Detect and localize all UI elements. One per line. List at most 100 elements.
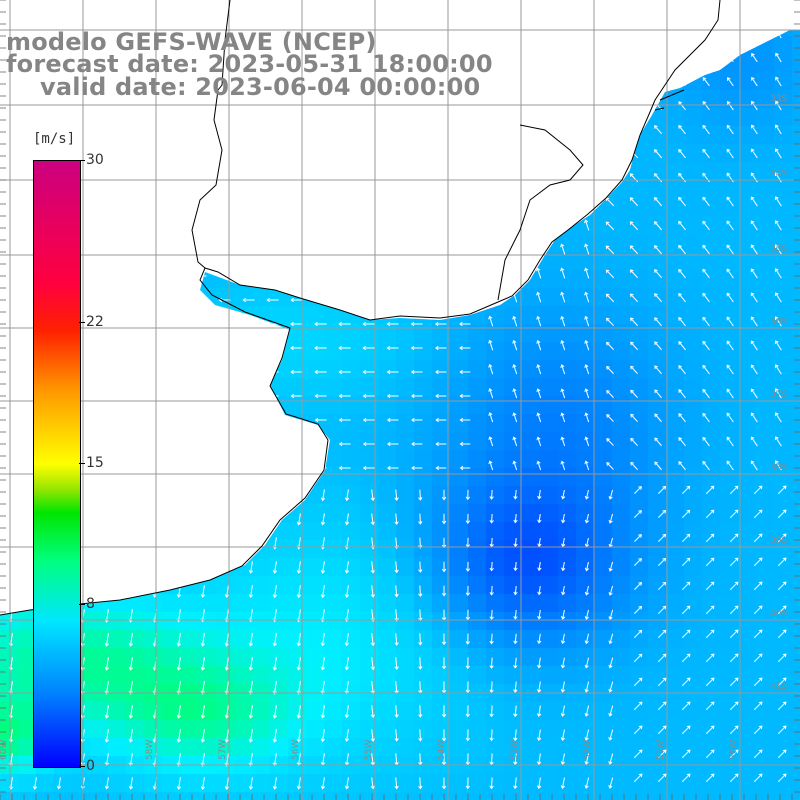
speed-cell <box>288 378 307 397</box>
speed-cell <box>612 612 631 631</box>
speed-cell <box>792 306 800 325</box>
speed-cell <box>270 558 289 577</box>
wind-arrow <box>726 388 734 399</box>
speed-cell <box>630 522 649 541</box>
wind-arrow <box>702 436 710 447</box>
wind-arrow <box>751 100 758 111</box>
speed-cell <box>630 486 649 505</box>
speed-cell <box>108 630 127 649</box>
colorbar-tick-mark <box>79 766 85 767</box>
speed-cell <box>306 306 325 325</box>
speed-cell <box>558 612 577 631</box>
speed-cell <box>576 450 595 469</box>
speed-cell <box>792 522 800 541</box>
wind-arrow <box>176 752 181 767</box>
speed-cell <box>126 666 145 685</box>
wind-arrow <box>605 317 614 327</box>
wind-arrow <box>775 100 782 111</box>
speed-cell <box>450 594 469 613</box>
speed-cell <box>324 486 343 505</box>
speed-cell <box>774 324 793 343</box>
speed-cell <box>720 594 739 613</box>
wind-arrow <box>459 393 471 399</box>
wind-arrow <box>584 705 590 717</box>
speed-cell <box>324 522 343 541</box>
speed-cell <box>792 162 800 181</box>
colorbar-tick-mark <box>79 160 85 161</box>
wind-arrow <box>630 389 638 399</box>
speed-cell <box>270 666 289 685</box>
speed-cell <box>414 738 433 757</box>
speed-cell <box>522 378 541 397</box>
speed-cell <box>342 774 361 793</box>
speed-cell <box>522 594 541 613</box>
speed-cell <box>324 720 343 739</box>
speed-cell <box>378 720 397 739</box>
speed-cell <box>216 288 235 307</box>
wind-arrow <box>584 561 590 572</box>
speed-cell <box>702 486 721 505</box>
coastline <box>0 0 721 616</box>
speed-cell <box>648 396 667 415</box>
speed-cell <box>756 108 775 127</box>
speed-cell <box>648 252 667 271</box>
wind-arrow <box>726 220 734 231</box>
speed-cell <box>720 450 739 469</box>
wind-arrow <box>560 705 565 717</box>
speed-cell <box>720 666 739 685</box>
speed-cell <box>612 666 631 685</box>
speed-cell <box>738 414 757 433</box>
speed-cell <box>378 774 397 793</box>
speed-cell <box>648 450 667 469</box>
speed-cell <box>432 342 451 361</box>
speed-cell <box>756 90 775 109</box>
wind-arrow <box>702 364 710 375</box>
wind-arrow <box>729 677 739 687</box>
wind-arrow <box>750 460 758 471</box>
speed-cell <box>648 126 667 145</box>
speed-cell <box>360 432 379 451</box>
speed-cell <box>774 108 793 127</box>
speed-cell <box>540 666 559 685</box>
speed-cell <box>126 648 145 667</box>
speed-cell <box>504 720 523 739</box>
wind-arrow <box>441 585 447 597</box>
speed-cell <box>684 324 703 343</box>
speed-cell <box>468 414 487 433</box>
speed-cell <box>756 432 775 451</box>
speed-cell <box>252 288 271 307</box>
speed-cell <box>216 666 235 685</box>
wind-arrow <box>608 657 614 669</box>
wind-arrow <box>418 633 423 646</box>
speed-cell <box>576 774 595 793</box>
speed-cell <box>432 432 451 451</box>
speed-cell <box>468 342 487 361</box>
speed-cell <box>558 792 577 800</box>
wind-arrow <box>104 656 109 671</box>
wind-arrow <box>774 268 782 279</box>
wind-arrow <box>489 657 494 669</box>
speed-cell <box>792 738 800 757</box>
speed-cell <box>756 504 775 523</box>
speed-cell <box>576 252 595 271</box>
speed-cell <box>306 702 325 721</box>
speed-cell <box>234 648 253 667</box>
speed-cell <box>792 234 800 253</box>
speed-cell <box>576 558 595 577</box>
wind-arrow <box>513 609 518 620</box>
wind-arrow <box>370 561 376 574</box>
wind-arrow <box>560 291 566 303</box>
wind-arrow <box>242 297 255 303</box>
speed-cell <box>738 360 757 379</box>
speed-cell <box>468 738 487 757</box>
speed-cell <box>648 234 667 253</box>
speed-cell <box>576 288 595 307</box>
speed-cell <box>594 594 613 613</box>
wind-arrow <box>678 148 686 159</box>
speed-cell <box>648 720 667 739</box>
speed-cell <box>666 792 685 800</box>
speed-cell <box>522 504 541 523</box>
speed-cell <box>0 738 19 757</box>
speed-cell <box>612 576 631 595</box>
